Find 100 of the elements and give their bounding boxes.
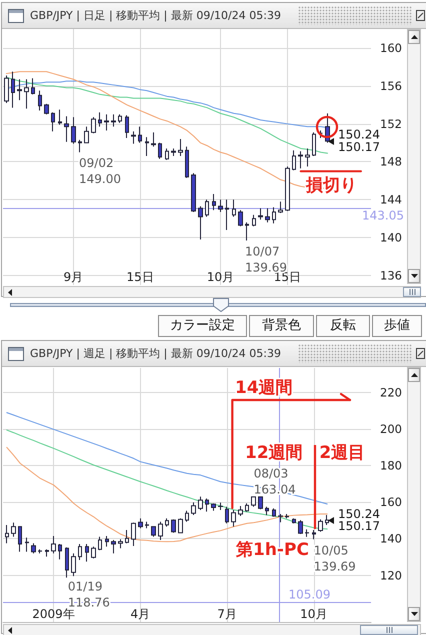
candlestick xyxy=(305,148,310,167)
candlestick xyxy=(258,496,263,510)
annotation: 2週目 xyxy=(319,442,366,463)
candlestick xyxy=(245,222,249,242)
candlestick xyxy=(178,138,183,157)
candlestick xyxy=(298,520,303,534)
candlestick xyxy=(31,78,35,95)
candlestick xyxy=(138,518,143,529)
annotation: 14週間 xyxy=(235,378,293,398)
y-tick-label: 220 xyxy=(380,385,402,400)
candlestick xyxy=(98,536,102,551)
candlestick xyxy=(238,505,243,517)
y-tick-label: 156 xyxy=(380,78,402,93)
candlestick xyxy=(278,201,283,214)
annotation: 150.24 xyxy=(338,507,380,521)
candlestick xyxy=(91,546,96,559)
candlestick xyxy=(65,546,69,578)
candlestick xyxy=(145,136,149,157)
x-tick-label: 2009年 xyxy=(32,607,75,621)
x-tick-label: 10月 xyxy=(206,270,234,284)
candlestick xyxy=(11,522,16,538)
candlestick xyxy=(111,114,116,128)
candlestick xyxy=(44,103,49,115)
candlestick xyxy=(165,148,169,160)
candlestick xyxy=(252,214,256,227)
candlestick xyxy=(4,74,9,104)
candlestick xyxy=(312,529,316,540)
candlestick xyxy=(71,116,76,144)
annotation: 第1h-PC xyxy=(235,540,309,560)
candlestick xyxy=(232,199,236,218)
annotation: 150.17 xyxy=(338,140,380,154)
annotation: 150.24 xyxy=(338,128,380,142)
candlestick xyxy=(171,148,176,157)
candlestick xyxy=(91,116,96,134)
annotation: 12週間 xyxy=(245,443,303,463)
x-tick-label: 15日 xyxy=(126,270,154,284)
candlestick xyxy=(151,132,156,148)
candlestick xyxy=(258,208,263,220)
candlestick xyxy=(225,199,229,231)
x-tick-label: 15日 xyxy=(274,270,302,284)
y-tick-label: 180 xyxy=(380,458,402,473)
candlestick xyxy=(25,537,29,552)
candlestick xyxy=(84,126,89,144)
x-tick-label: 10月 xyxy=(300,607,328,621)
y-tick-label: 148 xyxy=(380,154,402,169)
button: 背景色 xyxy=(249,315,314,337)
candlestick xyxy=(312,132,316,157)
candlestick xyxy=(51,112,55,132)
y-tick-label: 120 xyxy=(380,568,402,582)
chart-title: GBP/JPY | 日足 | 移動平均 | 最新 09/10/24 05:39 xyxy=(30,8,281,24)
y-tick-label: 200 xyxy=(380,422,402,436)
chart-title: GBP/JPY | 週足 | 移動平均 | 最新 09/10/24 05:39 xyxy=(30,346,281,362)
candlestick xyxy=(319,130,323,139)
candlestick xyxy=(105,535,109,548)
candlestick xyxy=(125,114,129,139)
candlestick xyxy=(38,90,42,112)
annotation: 10/05 139.69 xyxy=(314,543,356,574)
candlestick xyxy=(171,518,176,534)
candlestick xyxy=(151,526,156,538)
candlestick xyxy=(198,496,203,511)
candlestick xyxy=(31,542,36,554)
candlestick xyxy=(218,502,223,511)
candlestick xyxy=(185,146,189,178)
candlestick xyxy=(178,518,183,534)
candlestick xyxy=(265,208,270,223)
y-tick-label: 152 xyxy=(380,116,402,131)
candlestick xyxy=(104,114,109,131)
candlestick xyxy=(272,508,276,518)
y-tick-label: 160 xyxy=(380,40,402,55)
candlestick xyxy=(138,126,142,144)
annotation: 150.17 xyxy=(338,519,380,533)
candlestick xyxy=(78,139,82,153)
candlestick xyxy=(292,150,296,171)
candlestick xyxy=(191,502,196,516)
candlestick xyxy=(205,199,209,218)
candlestick xyxy=(191,172,196,212)
candlestick xyxy=(58,109,62,126)
candlestick xyxy=(251,496,256,508)
candlestick xyxy=(185,510,189,522)
candlestick xyxy=(325,514,329,526)
candlestick xyxy=(305,528,309,538)
candlestick xyxy=(211,502,216,512)
candlestick xyxy=(11,71,15,108)
candlestick xyxy=(5,524,9,544)
candlestick xyxy=(272,206,276,224)
candlestick xyxy=(118,538,123,549)
candlestick xyxy=(298,150,303,169)
x-tick-label: 9月 xyxy=(63,270,84,284)
candlestick xyxy=(51,535,56,554)
candlestick xyxy=(158,521,163,541)
candlestick xyxy=(131,130,136,144)
candlestick xyxy=(78,544,82,560)
x-tick-label: 4月 xyxy=(130,607,150,621)
candlestick xyxy=(24,78,29,110)
candlestick xyxy=(118,114,122,124)
line-series xyxy=(6,76,328,154)
candlestick xyxy=(17,78,22,101)
x-tick-label: 7月 xyxy=(217,607,237,621)
candlestick xyxy=(225,506,229,524)
ref-line-label: 143.05 xyxy=(362,208,404,223)
